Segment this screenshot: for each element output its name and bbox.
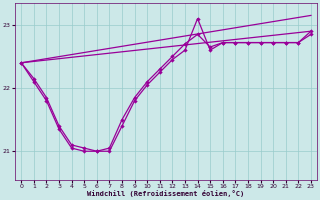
X-axis label: Windchill (Refroidissement éolien,°C): Windchill (Refroidissement éolien,°C)	[87, 190, 245, 197]
